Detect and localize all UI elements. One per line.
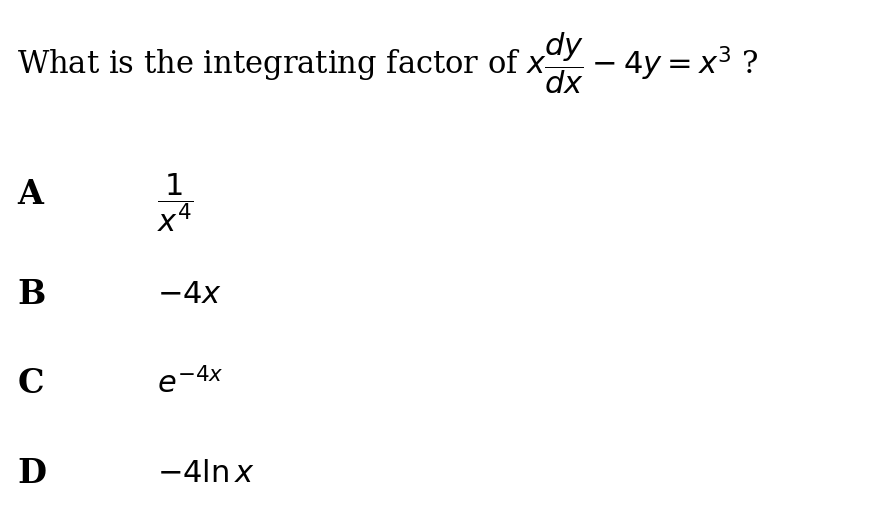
Text: C: C xyxy=(17,368,44,400)
Text: What is the integrating factor of $x\dfrac{dy}{dx}-4y=x^{3}$ ?: What is the integrating factor of $x\dfr… xyxy=(17,31,760,96)
Text: $-4x$: $-4x$ xyxy=(157,279,222,310)
Text: $\dfrac{1}{x^{4}}$: $\dfrac{1}{x^{4}}$ xyxy=(157,171,193,234)
Text: D: D xyxy=(17,457,46,490)
Text: B: B xyxy=(17,278,46,311)
Text: $-4\ln x$: $-4\ln x$ xyxy=(157,458,255,489)
Text: A: A xyxy=(17,178,44,211)
Text: $e^{-4x}$: $e^{-4x}$ xyxy=(157,368,223,400)
